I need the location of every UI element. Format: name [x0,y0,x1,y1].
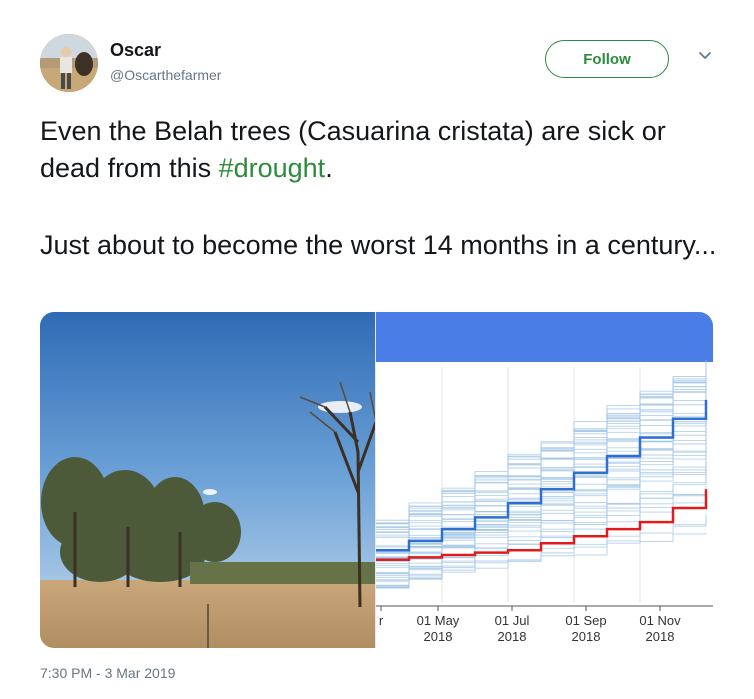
x-tick-label-year: 2018 [424,629,453,644]
chart-header-bar [376,312,713,362]
x-tick-label-year: 2018 [498,629,527,644]
follow-button[interactable]: Follow [545,40,669,78]
current-series-line [376,489,708,561]
user-name[interactable]: Oscar [110,40,162,60]
x-tick-label: 01 Nov [639,613,681,628]
hashtag-link[interactable]: #drought [218,153,326,183]
median-series-line [376,399,708,552]
ensemble-line [376,460,707,554]
user-handle[interactable]: @Oscarthefarmer [110,67,222,83]
drought-photo[interactable] [40,312,378,648]
tweet-paragraph-1: Even the Belah trees (Casuarina cristata… [40,113,720,187]
x-tick-label: 01 May [417,613,460,628]
ensemble-line [376,363,707,531]
x-tick-label-year: 2018 [572,629,601,644]
x-tick-label: 01 Jul [495,613,530,628]
tweet-text: Even the Belah trees (Casuarina cristata… [40,113,720,264]
x-tick-label-year: 2018 [646,629,675,644]
tweet-header: Oscar @Oscarthefarmer Follow [40,34,720,94]
tweet-text-span: . [325,153,333,183]
chevron-down-icon[interactable] [695,46,715,66]
tweet-paragraph-2: Just about to become the worst 14 months… [40,230,717,260]
chart-ensemble-lines [376,359,707,589]
avatar-photo [40,34,98,92]
tweet-text-span: Even the Belah trees (Casuarina cristata… [40,116,666,183]
media-container[interactable]: r 01 May 2018 01 Jul 2018 01 Sep 2018 01 Nov 201… [40,312,713,648]
avatar[interactable] [40,34,98,92]
x-tick-label: 01 Sep [565,613,606,628]
ensemble-line [376,365,707,547]
chart-series [376,399,708,561]
tweet-timestamp[interactable]: 7:30 PM - 3 Mar 2019 [40,665,176,681]
x-tick-label: r [379,613,384,628]
chart-image[interactable]: r 01 May 2018 01 Jul 2018 01 Sep 2018 01 Nov 201… [376,312,713,648]
